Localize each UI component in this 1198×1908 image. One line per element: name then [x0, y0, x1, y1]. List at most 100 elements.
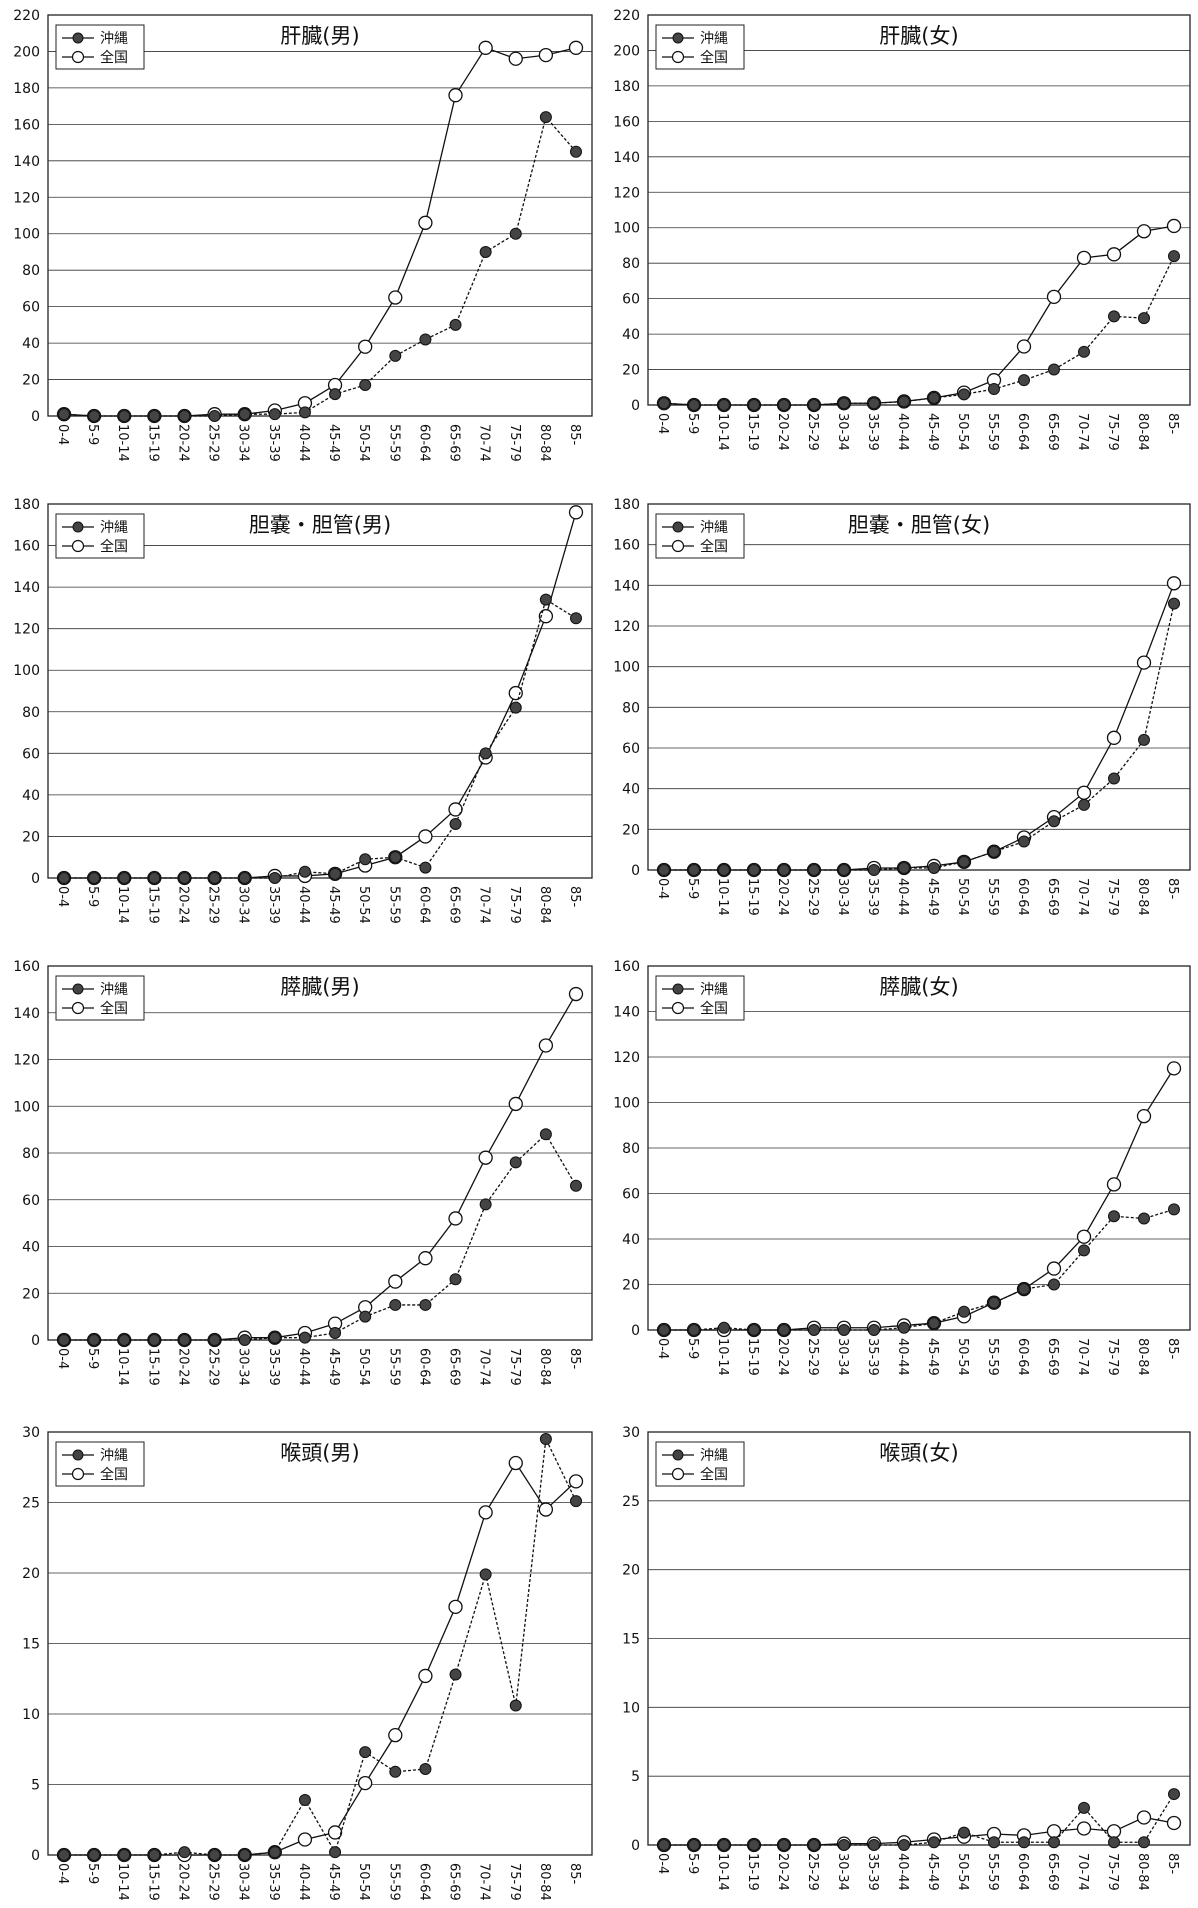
legend-label: 沖縄 — [700, 520, 728, 536]
x-tick-label: 85- — [1165, 1338, 1180, 1360]
y-tick-label: 20 — [622, 1563, 640, 1579]
x-tick-label: 45-49 — [925, 1338, 940, 1376]
data-point — [389, 851, 402, 864]
x-tick-label: 55-59 — [985, 878, 1000, 916]
data-point — [449, 1668, 462, 1681]
data-point — [1136, 1810, 1152, 1825]
y-tick-label: 40 — [622, 327, 640, 343]
x-tick-label: 15-19 — [145, 886, 160, 924]
x-tick-label: 30-34 — [835, 878, 850, 916]
x-tick-label: 85- — [1165, 413, 1180, 435]
data-point — [988, 1836, 1000, 1849]
data-point — [358, 1775, 373, 1791]
legend-label: 沖縄 — [100, 1448, 128, 1464]
chart-title: 胆嚢・胆管(男) — [249, 513, 391, 537]
y-tick-label: 140 — [13, 580, 40, 596]
x-tick-label: 80-84 — [537, 1348, 552, 1386]
x-tick-label: 0-4 — [55, 1348, 70, 1369]
data-point — [778, 864, 790, 876]
data-point — [658, 1324, 670, 1336]
x-tick-label: 65-69 — [1045, 413, 1060, 451]
x-tick-label: 30-34 — [236, 1863, 251, 1901]
data-point — [509, 227, 522, 240]
x-tick-label: 85- — [1165, 1853, 1180, 1875]
legend-marker — [671, 539, 685, 553]
data-point — [508, 685, 523, 701]
chart-panel: 0 5 10 15 20 25 30 0-4 5-9 10-14 15-19 20-24 25-29 30… — [22, 1425, 593, 1901]
chart-panel: 0 5 10 15 20 25 30 0-4 5-9 10-14 15-19 20-24 25-29 30… — [622, 1425, 1191, 1891]
data-point — [88, 872, 101, 884]
data-point — [748, 1324, 760, 1336]
data-point — [298, 1794, 311, 1807]
x-tick-label: 85- — [567, 424, 582, 446]
y-tick-label: 60 — [622, 292, 640, 308]
x-tick-label: 30-34 — [236, 886, 251, 924]
data-point — [868, 397, 880, 410]
x-tick-label: 10-14 — [715, 878, 730, 916]
legend — [655, 513, 745, 559]
data-point — [238, 1849, 251, 1861]
data-point — [538, 1038, 554, 1053]
data-point — [298, 1331, 311, 1344]
y-tick-label: 120 — [13, 190, 40, 206]
data-point — [838, 1839, 850, 1851]
x-tick-label: 40-44 — [296, 1863, 311, 1901]
data-point — [449, 1273, 462, 1286]
data-point — [297, 1832, 313, 1847]
legend-label: 沖縄 — [100, 982, 128, 998]
data-point — [898, 395, 910, 408]
data-point — [1138, 312, 1150, 325]
y-tick-label: 40 — [22, 788, 40, 804]
legend-label: 全国 — [700, 538, 728, 555]
x-tick-label: 70-74 — [477, 886, 492, 924]
x-tick-label: 25-29 — [206, 424, 221, 462]
legend-marker — [72, 521, 84, 533]
data-point — [1136, 224, 1152, 239]
y-tick-label: 120 — [13, 1053, 40, 1069]
y-tick-label: 120 — [613, 1050, 640, 1066]
x-tick-label: 55-59 — [386, 886, 401, 924]
x-tick-label: 10-14 — [115, 1863, 130, 1901]
x-tick-label: 35-39 — [266, 424, 281, 462]
data-point — [1166, 1061, 1182, 1076]
plot-area — [47, 503, 593, 879]
data-point — [838, 1324, 850, 1336]
x-tick-label: 5-9 — [85, 424, 100, 445]
y-tick-label: 25 — [622, 1494, 640, 1510]
data-point — [1018, 1836, 1030, 1849]
data-point — [928, 391, 940, 404]
legend-label: 全国 — [700, 1466, 728, 1483]
data-point — [148, 1334, 161, 1346]
data-point — [838, 864, 850, 876]
x-tick-label: 45-49 — [326, 1863, 341, 1901]
data-point — [928, 861, 940, 874]
x-tick-label: 0-4 — [55, 424, 70, 445]
data-point — [268, 872, 281, 884]
data-point — [1078, 345, 1090, 358]
data-point — [478, 40, 493, 55]
x-tick-label: 70-74 — [477, 424, 492, 462]
data-point — [868, 1324, 880, 1336]
data-point — [388, 1728, 403, 1743]
x-tick-label: 20-24 — [175, 1348, 190, 1386]
data-point — [958, 388, 970, 401]
data-point — [418, 215, 433, 230]
x-tick-label: 65-69 — [447, 1863, 462, 1901]
data-point — [568, 505, 584, 520]
data-point — [58, 1849, 70, 1861]
plot-area — [647, 503, 1191, 871]
x-tick-label: 65-69 — [447, 424, 462, 462]
legend-marker — [672, 1449, 684, 1461]
data-point — [268, 1331, 281, 1344]
y-tick-label: 0 — [31, 409, 40, 425]
x-tick-label: 20-24 — [775, 413, 790, 451]
legend-label: 全国 — [100, 1000, 128, 1017]
data-point — [148, 1849, 161, 1861]
data-point — [389, 1298, 402, 1311]
data-point — [928, 1836, 940, 1849]
data-point — [118, 1849, 131, 1861]
data-point — [718, 1839, 730, 1851]
chart-panel: 0 20 40 60 80 100 120 140 160 180 0-4 5-9 10-14 15-19… — [13, 497, 593, 924]
data-point — [58, 872, 70, 884]
x-tick-label: 20-24 — [175, 424, 190, 462]
